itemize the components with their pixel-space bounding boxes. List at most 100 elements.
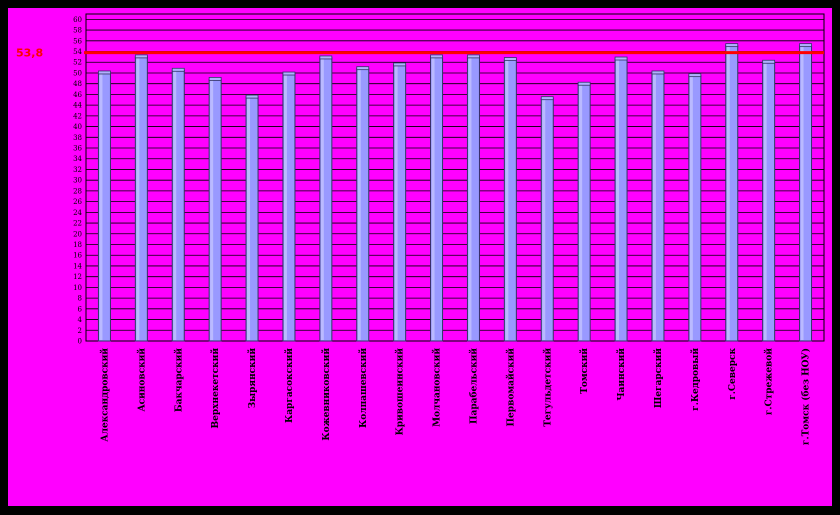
bar-highlight	[247, 98, 251, 340]
bar-highlight	[800, 46, 804, 340]
x-category-label: Парабельский	[468, 348, 479, 424]
bar-top	[430, 54, 443, 59]
reference-line-group: 53,8	[16, 47, 824, 60]
gridlines	[85, 13, 825, 342]
bar-top	[134, 54, 148, 59]
x-category-label: Бакчарский	[173, 348, 184, 412]
y-tick-label: 22	[73, 220, 82, 228]
x-category-label: г.Северск	[728, 348, 738, 400]
x-category-label: Первомайский	[505, 348, 516, 427]
bar-highlight	[173, 71, 177, 340]
bar-top	[799, 43, 812, 48]
y-tick-label: 12	[73, 273, 82, 281]
y-tick-label: 42	[73, 112, 82, 120]
y-tick-label: 18	[73, 241, 82, 249]
bar-highlight	[505, 60, 509, 340]
y-tick-label: 46	[73, 91, 82, 99]
x-category-label: г.Стрежевой	[764, 348, 775, 415]
bar-highlight	[616, 60, 620, 340]
bar-top	[725, 43, 739, 48]
x-category-label: Зырянский	[247, 348, 258, 409]
y-tick-label: 38	[73, 134, 82, 142]
y-tick-label: 26	[73, 198, 82, 206]
bars	[97, 43, 813, 342]
x-category-label: г.Томск (без НОУ)	[801, 348, 812, 445]
y-tick-label: 34	[73, 155, 82, 163]
reference-line-label: 53,8	[16, 47, 43, 60]
bar-top	[171, 67, 185, 72]
y-tick-label: 0	[78, 338, 82, 346]
bar-highlight	[542, 99, 546, 340]
bar-highlight	[652, 73, 656, 340]
bar-highlight	[468, 57, 472, 340]
bar-top	[651, 70, 665, 75]
y-axis-tick-labels: 0246810121416182022242628303234363840424…	[73, 16, 82, 346]
y-tick-label: 60	[73, 16, 82, 24]
y-tick-label: 50	[73, 69, 82, 77]
bar-top	[503, 57, 517, 61]
bar-top	[688, 73, 702, 78]
y-tick-label: 10	[73, 284, 82, 292]
x-category-label: Александровский	[99, 348, 110, 442]
y-tick-label: 48	[73, 80, 82, 88]
x-category-label: Томский	[579, 348, 590, 394]
y-tick-label: 28	[73, 187, 82, 195]
y-tick-label: 32	[73, 166, 82, 174]
y-tick-label: 16	[73, 252, 82, 260]
bar-highlight	[726, 46, 730, 340]
bar-top	[577, 81, 591, 86]
bar-top	[467, 54, 480, 59]
x-category-label: Колпашевский	[358, 348, 369, 428]
bar-highlight	[763, 63, 767, 340]
bar-top	[98, 70, 111, 75]
bar-top	[614, 56, 628, 61]
plot-frame	[85, 13, 825, 342]
bar-top	[245, 94, 259, 99]
x-category-label: Молчановский	[432, 348, 443, 427]
x-category-label: Кривошеинский	[395, 348, 406, 436]
bar-highlight	[320, 58, 324, 341]
x-category-label: Каргасокский	[284, 348, 295, 423]
x-category-label: Верхнекетский	[210, 348, 221, 429]
bar-top	[356, 66, 370, 71]
y-tick-label: 8	[78, 295, 82, 303]
bar-highlight	[357, 69, 361, 341]
y-tick-label: 54	[73, 48, 82, 56]
x-axis-category-labels: Александровский Асиновский Бакчарский Верхн…	[99, 348, 811, 446]
bar-highlight	[431, 57, 435, 340]
bar-top	[282, 71, 296, 76]
y-tick-label: 58	[73, 27, 82, 35]
bar-highlight	[689, 76, 693, 341]
bar-highlight	[579, 85, 583, 341]
bar-top	[319, 55, 333, 60]
y-tick-label: 36	[73, 145, 82, 153]
x-category-label: Шегарский	[653, 348, 664, 408]
bar-top	[208, 77, 222, 81]
y-tick-label: 20	[73, 230, 82, 238]
x-category-label: Чаинский	[616, 348, 627, 401]
y-tick-label: 56	[73, 37, 82, 45]
x-category-label: Кожевниковский	[321, 348, 332, 441]
bar-highlight	[99, 73, 103, 340]
y-tick-label: 44	[73, 102, 82, 110]
bar-highlight	[210, 80, 214, 341]
y-tick-label: 30	[73, 177, 82, 185]
x-category-label: г.Кедровый	[690, 348, 701, 411]
bar-highlight	[283, 75, 287, 341]
bar-highlight	[394, 65, 398, 340]
y-tick-label: 2	[78, 327, 82, 335]
bar-top	[762, 59, 776, 64]
bar-top	[540, 96, 554, 101]
y-tick-label: 40	[73, 123, 82, 131]
bar-highlight	[136, 57, 140, 340]
bar-top	[393, 62, 407, 67]
y-tick-label: 6	[78, 305, 83, 313]
y-tick-label: 52	[73, 59, 82, 67]
y-tick-label: 24	[73, 209, 82, 217]
x-category-label: Асиновский	[136, 348, 147, 412]
y-tick-label: 4	[78, 316, 83, 324]
y-tick-label: 14	[73, 262, 82, 270]
x-category-label: Тегульдетский	[542, 348, 553, 427]
